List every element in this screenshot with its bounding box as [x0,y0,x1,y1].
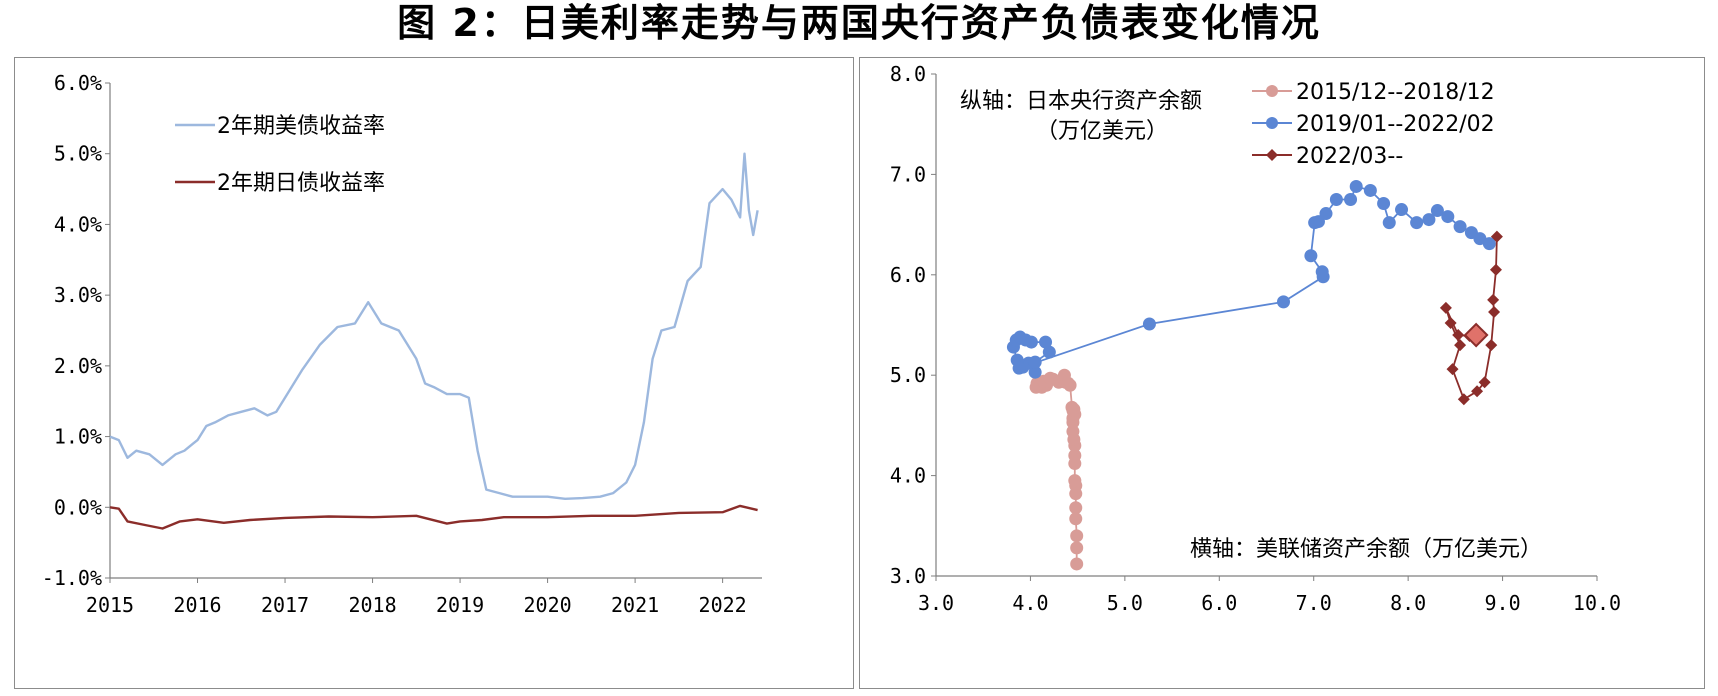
x-tick-label: 2022 [699,593,747,617]
y-tick-label: 0.0% [54,495,102,519]
series-2015-2018-point [1070,557,1084,571]
series-2015-2018-point [1069,501,1083,515]
series-2015-2018-point [1069,512,1083,526]
series-2022-onward-point [1485,339,1498,352]
legend-label-series-2019-2022: 2019/01--2022/02 [1296,112,1495,137]
left-chart-panel: -1.0% 0.0% 1.0% 2.0% 3.0% 4.0% 5.0% 6.0% 2015 201… [14,57,854,689]
series-2019-2022-point [1382,216,1396,230]
series-2019-2022-point [1304,249,1318,263]
y-tick-label: 2.0% [54,354,102,378]
balance-sheet-scatter-chart: 3.0 4.0 5.0 6.0 7.0 8.0 3.0 4.0 5.0 6.0 7.0 8.0 9.0 1… [890,62,1621,615]
x-tick-label: 6.0 [1201,591,1237,615]
series-2019-2022-point [1349,179,1363,193]
y-axis-unit: （万亿美元） [1036,119,1168,144]
series-2019-2022-point [1482,237,1496,251]
series-2019-2022-point [1012,361,1026,375]
series-2015-2018-point [1068,474,1082,488]
x-tick-label: 7.0 [1296,591,1332,615]
right-chart-panel: 3.0 4.0 5.0 6.0 7.0 8.0 3.0 4.0 5.0 6.0 7.0 8.0 9.0 1… [859,57,1705,689]
x-tick-label: 2015 [86,593,134,617]
series-2022-onward-point [1457,393,1470,406]
series-2015-2018-point [1065,400,1079,414]
series-2019-2022-point [1028,365,1042,379]
legend-label-us: 2年期美债收益率 [217,114,385,139]
series-2022-onward-point [1439,301,1452,314]
x-tick-label: 8.0 [1390,591,1426,615]
series-2019-2022-point [1453,220,1467,234]
series-2022-onward-point [1454,339,1467,352]
series-2019-2022-point [1363,183,1377,197]
x-tick-label: 2020 [523,593,571,617]
x-tick-label: 5.0 [1107,591,1143,615]
us-2y-yield-line [109,152,759,500]
series-2019-2022-point [1042,345,1056,359]
series-2022-onward-point [1478,376,1491,389]
y-tick-label: 3.0% [54,283,102,307]
series-2019-2022-point [1315,265,1329,279]
series-2022-onward-point [1452,329,1465,342]
series-2022-onward-line [1445,236,1498,401]
series-2022-onward-point [1489,263,1502,276]
series-2022-onward-point [1471,385,1484,398]
series-2022-onward-point [1488,305,1501,318]
series-2019-2022-point [1024,335,1038,349]
series-2015-2018-point [1070,541,1084,555]
series-2019-2022-point [1276,295,1290,309]
y-tick-label: 1.0% [54,425,102,449]
figure-title: 图 2：日美利率走势与两国央行资产负债表变化情况 [397,1,1321,45]
x-tick-label: 2021 [611,593,659,617]
legend-label-series-2022-onward: 2022/03-- [1296,144,1403,169]
x-tick-label: 2017 [261,593,309,617]
series-2019-2022-point [1422,213,1436,227]
series-2022-onward-point [1490,230,1503,243]
series-2022-onward-point [1444,316,1457,329]
x-tick-label: 3.0 [918,591,954,615]
series-2019-2022-point [1028,355,1042,369]
legend-marker-series-2022-onward [1266,149,1278,161]
series-2019-2022-point [1377,197,1391,211]
legend-label-jp: 2年期日债收益率 [217,171,385,196]
series-2019-2022-point [1410,216,1424,230]
legend-label-series-2015-2018: 2015/12--2018/12 [1296,80,1495,105]
x-tick-label: 9.0 [1485,591,1521,615]
x-tick-label: 2016 [173,593,221,617]
y-tick-label: 6.0 [890,263,926,287]
y-tick-label: 6.0% [54,71,102,95]
series-2019-2022-point [1319,207,1333,221]
y-tick-label: 8.0 [890,62,926,86]
y-tick-label: 4.0 [890,464,926,488]
x-axis-title: 横轴：美联储资产余额（万亿美元） [1190,537,1542,562]
y-tick-label: 7.0 [890,162,926,186]
x-tick-label: 2019 [436,593,484,617]
y-tick-label: 3.0 [890,564,926,588]
series-2015-2018-point [1043,371,1057,385]
series-2015-2018-point [1066,424,1080,438]
series-2022-onward-point [1487,293,1500,306]
series-2015-2018-point [1070,529,1084,543]
x-tick-label: 2018 [348,593,396,617]
y-axis-title: 纵轴：日本央行资产余额 [960,89,1202,114]
series-2019-2022-point [1430,204,1444,218]
series-2019-2022-point [1329,193,1343,206]
legend-marker-series-2019-2022 [1266,117,1278,129]
y-tick-label: 4.0% [54,212,102,236]
y-tick-label: 5.0 [890,363,926,387]
series-2022-onward-point [1463,322,1489,348]
series-2019-2022-point [1441,210,1455,224]
series-2015-2018-point [1061,376,1075,390]
series-2019-2022-point [1142,317,1156,331]
y-tick-label: -1.0% [42,566,102,590]
jp-2y-yield-line [109,504,758,530]
y-tick-label: 5.0% [54,142,102,166]
series-2019-2022-point [1344,193,1358,206]
series-2019-2022-point [1039,335,1053,349]
series-2019-2022-point [1395,203,1409,217]
series-2015-2018-point [1068,449,1082,463]
x-tick-label: 4.0 [1012,591,1048,615]
series-2022-onward-point [1446,363,1459,376]
series-2019-2022-line [1012,185,1490,373]
yield-line-chart: -1.0% 0.0% 1.0% 2.0% 3.0% 4.0% 5.0% 6.0% 2015 201… [42,71,762,617]
legend-marker-series-2015-2018 [1266,85,1278,97]
x-tick-label: 10.0 [1573,591,1621,615]
